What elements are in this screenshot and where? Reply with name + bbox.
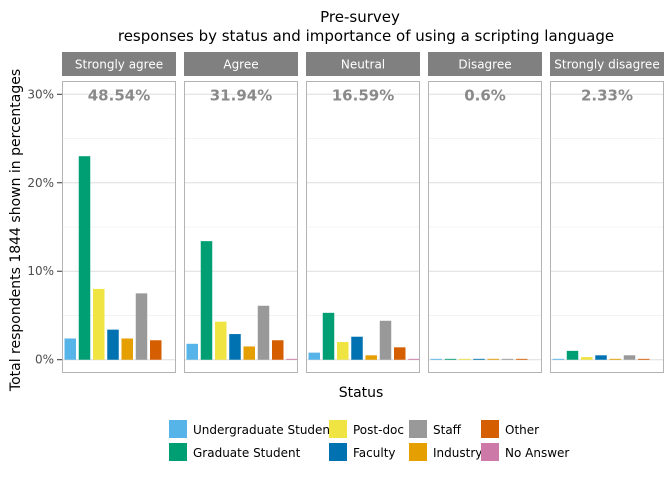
bar (595, 355, 607, 360)
y-tick-label: 10% (27, 264, 54, 278)
bar (93, 288, 105, 360)
bar (322, 312, 335, 360)
legend-label: No Answer (505, 446, 569, 460)
panel-total-label: 48.54% (88, 86, 150, 104)
legend-label: Graduate Student (193, 446, 301, 460)
legend-swatch (329, 443, 347, 461)
bar (272, 340, 284, 360)
bar (351, 336, 363, 360)
y-axis-ticks: 0% 10% 20% 30% (27, 87, 62, 367)
legend-swatch (169, 443, 187, 461)
panel-total-label: 16.59% (332, 86, 394, 104)
bar (459, 358, 471, 360)
bar (215, 321, 227, 360)
y-tick-label: 20% (27, 176, 54, 190)
legend-item: Post-doc (329, 420, 404, 438)
bar (78, 156, 91, 360)
bar (552, 358, 564, 360)
facet-strip (550, 52, 664, 76)
panel-border (184, 81, 298, 373)
legend-label: Staff (433, 423, 462, 437)
legend-swatch (481, 443, 499, 461)
bar (623, 355, 636, 360)
legend-item: Industry (409, 443, 482, 461)
bar (135, 293, 148, 360)
panel-border (306, 81, 420, 373)
legend-swatch (329, 420, 347, 438)
bar (121, 338, 133, 360)
legend-label: Post-doc (353, 423, 404, 437)
facet-strip-label: Strongly agree (75, 58, 163, 72)
facet-panel: Neutral 16.59% (306, 52, 420, 373)
y-axis-label: Total respondents 1844 shown in percenta… (8, 69, 24, 392)
facet-strip-label: Disagree (458, 58, 511, 72)
bar (379, 320, 392, 360)
legend-swatch (169, 420, 187, 438)
bar (501, 358, 514, 360)
facet-panel: Strongly disagree 2.33% (550, 52, 664, 373)
legend-item: Undergraduate Student (169, 420, 335, 438)
bar (581, 357, 593, 360)
bar (516, 358, 528, 360)
legend-swatch (409, 420, 427, 438)
facet-strip (306, 52, 420, 76)
bar (487, 358, 499, 360)
facet-panels: Strongly agree 48.54% Agree 31.94% Neutral 16… (62, 52, 664, 373)
legend-swatch (481, 420, 499, 438)
bar (107, 329, 119, 360)
panel-total-label: 0.6% (464, 86, 506, 104)
bar (286, 358, 298, 360)
facet-panel: Agree 31.94% (184, 52, 298, 373)
legend-item: Faculty (329, 443, 396, 461)
bar (638, 358, 650, 360)
panel-total-label: 31.94% (210, 86, 272, 104)
facet-strip-label: Agree (223, 58, 258, 72)
bar (394, 347, 406, 360)
bar (308, 352, 320, 360)
y-tick-label: 30% (27, 87, 54, 101)
legend-swatch (409, 443, 427, 461)
bar (566, 350, 579, 360)
panel-border (428, 81, 542, 373)
facet-strip (62, 52, 176, 76)
legend-item: Staff (409, 420, 462, 438)
legend-item: No Answer (481, 443, 569, 461)
facet-panel: Strongly agree 48.54% (62, 52, 176, 373)
panel-border (550, 81, 664, 373)
bar (365, 355, 377, 360)
bar (473, 358, 485, 360)
y-tick-label: 0% (35, 353, 54, 367)
legend-label: Other (505, 423, 539, 437)
legend-item: Graduate Student (169, 443, 301, 461)
panel-total-label: 2.33% (581, 86, 633, 104)
facet-strip (428, 52, 542, 76)
bar (229, 334, 241, 360)
chart-title: Pre-survey (320, 8, 400, 26)
bar (444, 358, 457, 360)
bar (150, 340, 162, 360)
x-axis-label: Status (339, 385, 384, 401)
facet-panel: Disagree 0.6% (428, 52, 542, 373)
bar (200, 241, 213, 360)
bar (257, 305, 270, 360)
facet-strip-label: Strongly disagree (554, 58, 659, 72)
legend-label: Undergraduate Student (193, 423, 335, 437)
chart-subtitle: responses by status and importance of us… (118, 27, 614, 45)
legend-label: Faculty (353, 446, 396, 460)
bar (408, 358, 420, 360)
legend-item: Other (481, 420, 539, 438)
legend-label: Industry (433, 446, 482, 460)
facet-strip-label: Neutral (341, 58, 385, 72)
bar (186, 343, 198, 360)
facet-strip (184, 52, 298, 76)
bar (430, 358, 442, 360)
bar (609, 358, 621, 360)
bar (337, 342, 349, 360)
legend: Undergraduate Student Graduate Student Pos… (169, 420, 569, 461)
bar (243, 346, 255, 360)
bar (64, 338, 76, 360)
panel-border (62, 81, 176, 373)
